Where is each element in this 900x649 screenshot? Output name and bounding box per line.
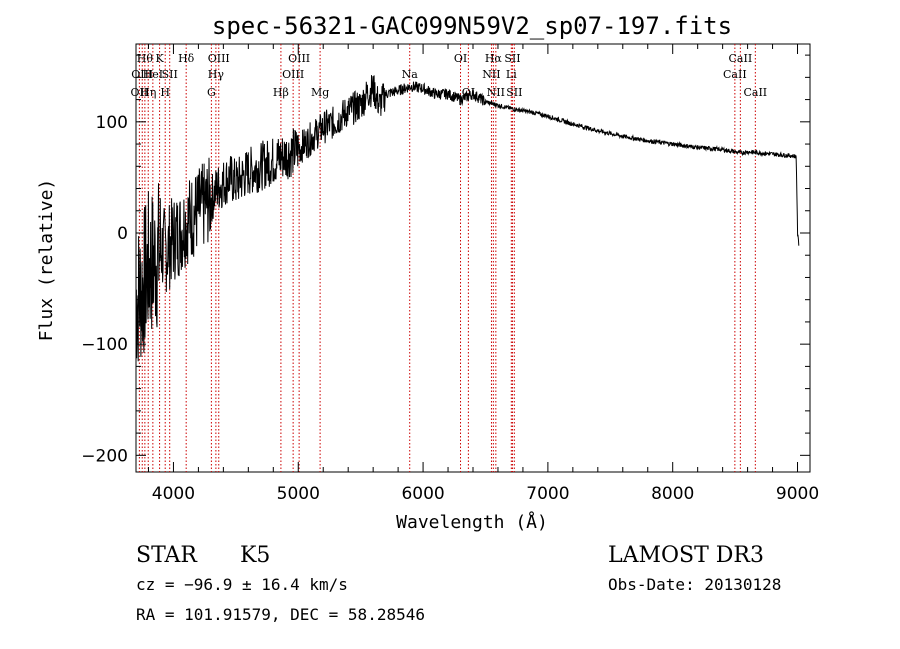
y-tick-label: 100 bbox=[96, 113, 128, 133]
x-axis-label: Wavelength (Å) bbox=[396, 511, 548, 533]
spectral-line-label: Hδ bbox=[178, 52, 195, 65]
y-tick-label: −200 bbox=[81, 446, 128, 466]
x-tick-label: 6000 bbox=[401, 484, 444, 504]
spectral-line-label: CaII bbox=[743, 86, 767, 99]
spectral-line-label: SII bbox=[504, 52, 520, 65]
y-tick-label: 0 bbox=[117, 224, 128, 244]
spectral-line-label: Hθ bbox=[137, 52, 154, 65]
spectral-line-label: CaII bbox=[729, 52, 753, 65]
spectral-line-label: OIII bbox=[288, 52, 310, 65]
spectral-line-label: CaII bbox=[723, 68, 747, 81]
y-tick-label: −100 bbox=[81, 335, 128, 355]
spectral-line-label: NII bbox=[482, 68, 500, 81]
spectral-line-label: OIII bbox=[208, 52, 230, 65]
y-axis: −200 −100 0 100 bbox=[81, 54, 810, 466]
spectral-line-label: OI bbox=[454, 52, 467, 65]
spectral-line-label: NII bbox=[487, 86, 505, 99]
spectral-line-label: H bbox=[160, 86, 170, 99]
spectral-line-label: Hη bbox=[140, 86, 156, 99]
x-axis: 4000 5000 6000 7000 8000 9000 bbox=[147, 44, 819, 504]
x-tick-label: 8000 bbox=[651, 484, 694, 504]
spectral-line-label: Hα bbox=[485, 52, 503, 65]
spectral-line-label: Na bbox=[402, 68, 419, 81]
spectral-line-markers bbox=[138, 44, 756, 472]
object-subclass: K5 bbox=[240, 543, 270, 568]
spectral-line-label: OIII bbox=[282, 68, 304, 81]
y-axis-label: Flux (relative) bbox=[36, 179, 57, 342]
spectral-line-label: Li bbox=[506, 68, 517, 81]
flux-series bbox=[135, 75, 800, 362]
spectral-line-label: K bbox=[155, 52, 164, 65]
spectral-line-label: HeI bbox=[143, 68, 163, 81]
spectral-line-label: SII bbox=[162, 68, 178, 81]
flux-line bbox=[135, 75, 800, 362]
x-tick-label: 4000 bbox=[152, 484, 195, 504]
x-tick-label: 5000 bbox=[277, 484, 320, 504]
observation-date: Obs-Date: 20130128 bbox=[608, 575, 781, 594]
survey-label: LAMOST DR3 bbox=[608, 543, 764, 568]
spectral-line-label: SII bbox=[506, 86, 522, 99]
spectral-line-label: OII bbox=[131, 86, 149, 99]
spectral-line-labels: OIIOIIIHθHηHeIKHSIIHδGHγOIIIHβOIIIOIIIMg… bbox=[131, 52, 768, 99]
spectral-line-label: Hβ bbox=[273, 86, 289, 99]
x-tick-label: 9000 bbox=[776, 484, 819, 504]
object-class: STAR bbox=[136, 543, 198, 568]
chart-title: spec-56321-GAC099N59V2_sp07-197.fits bbox=[212, 12, 732, 40]
redshift-info: cz = −96.9 ± 16.4 km/s bbox=[136, 575, 348, 594]
coordinates-info: RA = 101.91579, DEC = 58.28546 bbox=[136, 605, 425, 624]
spectral-line-label: Mg bbox=[311, 86, 329, 99]
spectral-line-label: Hγ bbox=[208, 68, 225, 81]
x-tick-label: 7000 bbox=[526, 484, 569, 504]
spectral-line-label: G bbox=[207, 86, 216, 99]
plot-frame bbox=[135, 43, 811, 473]
